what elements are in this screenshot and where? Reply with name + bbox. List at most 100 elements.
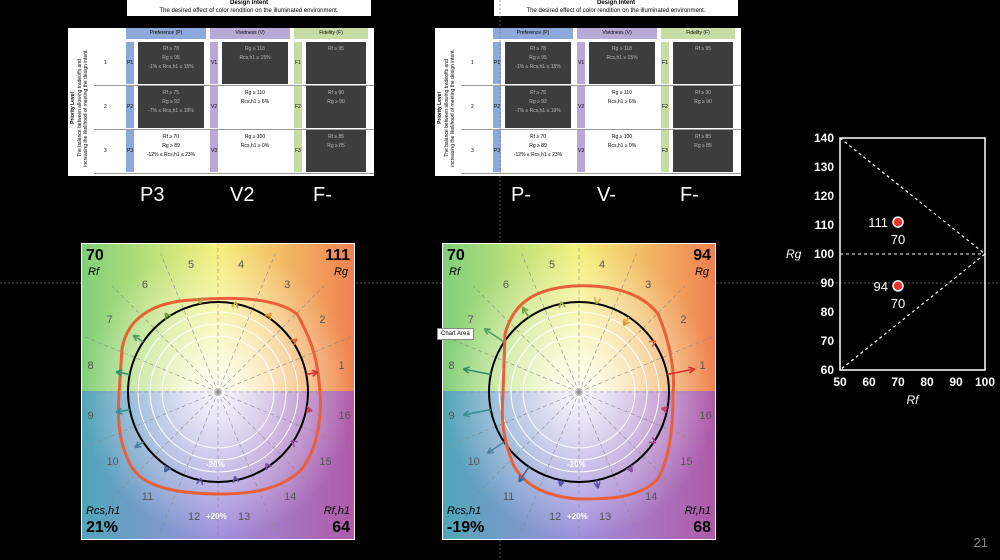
hue-bin-label: 13	[237, 510, 251, 523]
column-strip	[126, 42, 134, 84]
percent-ring-label: +20%	[206, 512, 227, 521]
hue-bin-label: 7	[106, 313, 113, 326]
criteria-line: -1% ≤ Rcs,h1 ≤ 15%	[515, 64, 561, 70]
rcs-label: Rcs,h1	[447, 505, 482, 517]
rg-value: 111	[325, 247, 350, 264]
point-label: 94	[874, 279, 888, 294]
criteria-code: P2	[127, 104, 134, 110]
rf-rg-chart: 50 60 70 80 90 10060708090100110120130140RfRg…	[786, 131, 995, 407]
criteria-line: Rg ≥ 85	[694, 143, 712, 149]
criteria-box: Rf ≥ 95	[673, 42, 733, 84]
criteria-line: Rg ≥ 118	[612, 46, 632, 52]
priority-table-left: Priority Level The balance between allowi…	[68, 28, 374, 176]
level-number: 2	[471, 104, 474, 110]
column-header: Fidelity (F)	[661, 28, 735, 39]
x-tick-label: 90	[949, 375, 963, 389]
criteria-box: Rf ≥ 70 Rg ≥ 89 -12% ≤ Rcs,h1 ≤ 23%	[138, 130, 204, 172]
column-strip	[294, 42, 302, 84]
row-separator	[461, 173, 741, 174]
criteria-line: Rg ≥ 100	[244, 134, 266, 140]
y-tick-label: 90	[821, 276, 835, 290]
criteria-box: Rf ≥ 78 Rg ≥ 95 -1% ≤ Rcs,h1 ≤ 15%	[138, 42, 204, 84]
gamut-boundary	[839, 137, 986, 371]
hue-bin-label: 2	[680, 313, 687, 326]
slide-number: 21	[973, 535, 988, 550]
y-axis-label: Rg	[786, 247, 802, 261]
criteria-line: Rf ≥ 75	[529, 90, 547, 96]
hue-bin-label: 7	[467, 313, 474, 326]
hue-bin-label: 2	[319, 313, 326, 326]
criteria-box: Rf ≥ 78 Rg ≥ 95 -1% ≤ Rcs,h1 ≤ 15%	[505, 42, 571, 84]
hue-bin-label: 9	[448, 409, 455, 422]
hue-bin-label: 10	[467, 456, 480, 469]
priority-table-right: Priority Level The balance between allowi…	[435, 28, 741, 176]
criteria-code: P3	[494, 148, 501, 154]
rg-value: 94	[693, 247, 711, 264]
criteria-line: Rg ≥ 85	[327, 143, 345, 149]
column-header: Preference (P)	[493, 28, 573, 39]
criteria-box: Rf ≥ 75 Rg ≥ 92 -7% ≤ Rcs,h1 ≤ 19%	[138, 86, 204, 128]
y-tick-label: 130	[814, 160, 834, 174]
criteria-code: V3	[211, 148, 218, 154]
criteria-code: F2	[662, 104, 668, 110]
column-header: Vividness (V)	[577, 28, 657, 39]
x-tick-label: 60	[862, 375, 876, 389]
row-separator	[461, 85, 741, 86]
criteria-code: P1	[127, 60, 134, 66]
y-tick-label: 60	[821, 363, 835, 377]
criteria-line: Rf ≥ 70	[162, 134, 180, 140]
level-number: 2	[104, 104, 107, 110]
criteria-line: Rcs,h1 ≥ 0%	[240, 143, 270, 149]
criteria-line: Rg ≥ 118	[245, 46, 265, 52]
hue-bin-label: 13	[598, 510, 612, 523]
criteria-code: V2	[578, 104, 585, 110]
column-strip	[126, 130, 134, 172]
x-tick-label: 50	[833, 375, 847, 389]
criteria-line: Rf ≥ 90	[327, 90, 345, 96]
criteria-line: Rf ≥ 85	[327, 134, 345, 140]
criteria-line: Rg ≥ 100	[611, 134, 633, 140]
criteria-code: V1	[578, 60, 585, 66]
criteria-code: V3	[578, 148, 585, 154]
criteria-line: Rcs,h1 ≥ 6%	[240, 99, 270, 105]
hue-bin-label: 14	[645, 491, 658, 504]
hue-bin-label: 8	[87, 360, 94, 373]
criteria-box: Rf ≥ 85 Rg ≥ 85	[306, 130, 366, 172]
result-f: F-	[313, 184, 332, 206]
criteria-code: P1	[494, 60, 501, 66]
row-separator	[94, 85, 374, 86]
rcs-value: -19%	[447, 519, 485, 536]
intent-subtitle: The desired effect of color rendition on…	[159, 7, 339, 14]
column-strip	[210, 130, 218, 172]
criteria-box: Rf ≥ 85 Rg ≥ 85	[673, 130, 733, 172]
rg-label: Rg	[694, 266, 709, 278]
criteria-code: F1	[662, 60, 668, 66]
criteria-line: Rf ≥ 85	[694, 134, 712, 140]
criteria-line: Rcs,h1 ≥ 15%	[239, 55, 271, 61]
data-point	[892, 216, 904, 228]
intent-title: Design Intent	[596, 0, 635, 6]
criteria-code: F3	[295, 148, 301, 154]
criteria-box: Rf ≥ 90 Rg ≥ 90	[673, 86, 733, 128]
level-number: 3	[104, 148, 107, 154]
criteria-line: Rf ≥ 78	[162, 46, 180, 52]
hue-bin-label: 11	[141, 491, 154, 504]
criteria-box: Rf ≥ 95	[306, 42, 366, 84]
chart-area-tooltip: Chart Area	[437, 328, 474, 340]
column-strip	[661, 42, 669, 84]
criteria-line: Rf ≥ 70	[529, 134, 547, 140]
vector-plot	[443, 244, 715, 539]
criteria-line: Rf ≥ 78	[529, 46, 547, 52]
column-strip	[126, 86, 134, 128]
criteria-box: Rf ≥ 70 Rg ≥ 89 -12% ≤ Rcs,h1 ≤ 23%	[505, 130, 571, 172]
hue-bin-label: 4	[237, 259, 245, 272]
criteria-line: Rcs,h1 ≥ 0%	[607, 143, 637, 149]
hue-bin-label: 15	[680, 456, 693, 469]
level-number: 3	[471, 148, 474, 154]
criteria-line: Rf ≥ 95	[327, 46, 345, 52]
criteria-box: Rg ≥ 100 Rcs,h1 ≥ 0%	[589, 130, 655, 172]
criteria-code: P2	[494, 104, 501, 110]
data-point	[892, 280, 904, 292]
